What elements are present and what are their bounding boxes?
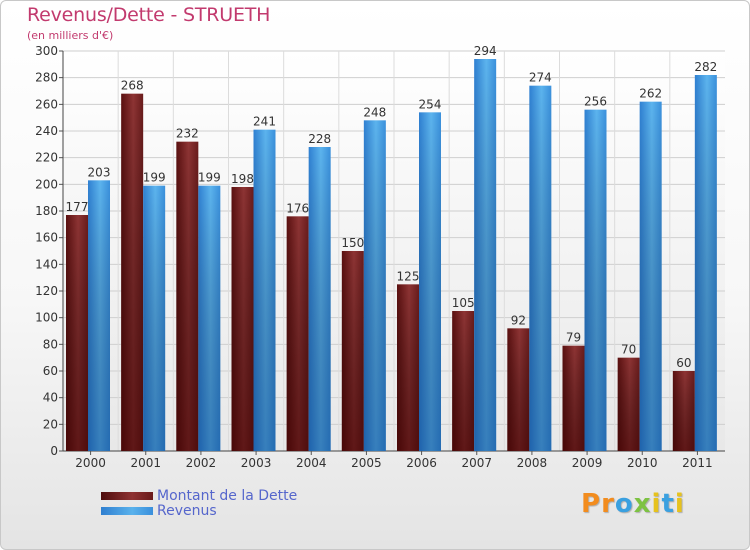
legend-swatch-revenus (101, 506, 153, 515)
x-tick-label: 2001 (130, 456, 161, 470)
legend-label-revenus: Revenus (157, 502, 217, 519)
bar-dette-shade (507, 328, 530, 451)
bar-dette-shade (562, 345, 585, 451)
data-label: 92 (511, 313, 526, 327)
data-label: 176 (286, 201, 309, 215)
proxiti-logo: Proxiti (581, 489, 685, 519)
x-tick-label: 2011 (682, 456, 713, 470)
x-tick-label: 2007 (461, 456, 492, 470)
x-tick-label: 2000 (75, 456, 106, 470)
bar-revenus-shade (584, 109, 607, 452)
y-tick-label: 0 (50, 444, 58, 458)
bar-dette-shade (672, 371, 695, 451)
legend-item-revenus: Revenus (101, 502, 297, 519)
y-tick-label: 80 (43, 337, 58, 351)
data-label: 203 (88, 165, 111, 179)
logo-letter: o (614, 489, 634, 519)
bar-revenus-shade (363, 120, 386, 451)
data-label: 199 (143, 171, 166, 185)
legend-item-dette: Montant de la Dette (101, 487, 298, 504)
x-tick-label: 2010 (627, 456, 658, 470)
logo-letter: x (633, 489, 652, 519)
data-label: 262 (639, 87, 662, 101)
y-tick-label: 140 (35, 257, 58, 271)
data-label: 60 (676, 356, 691, 370)
data-label: 294 (474, 44, 497, 58)
data-label: 177 (66, 200, 89, 214)
logo-letter: i (674, 489, 685, 519)
data-label: 70 (621, 343, 636, 357)
y-tick-label: 40 (43, 391, 58, 405)
logo-letter: t (661, 489, 675, 519)
x-tick-label: 2005 (351, 456, 382, 470)
y-tick-label: 260 (35, 97, 58, 111)
y-tick-label: 20 (43, 417, 58, 431)
y-tick-label: 180 (35, 204, 58, 218)
bar-revenus-shade (143, 185, 166, 451)
legend-swatch-dette (101, 491, 153, 500)
bar-dette-shade (121, 93, 144, 452)
y-tick-label: 280 (35, 71, 58, 85)
data-label: 105 (452, 296, 475, 310)
y-tick-label: 200 (35, 177, 58, 191)
data-label: 256 (584, 95, 607, 109)
data-label: 241 (253, 115, 276, 129)
data-label: 199 (198, 171, 221, 185)
data-label: 228 (308, 132, 331, 146)
data-label: 254 (419, 97, 442, 111)
data-label: 248 (363, 105, 386, 119)
legend: Montant de la Dette Revenus (101, 487, 298, 519)
y-tick-label: 120 (35, 284, 58, 298)
data-label: 282 (694, 60, 717, 74)
chart-subtitle: (en milliers d'€) (27, 29, 114, 42)
bar-dette-shade (66, 215, 88, 451)
bar-dette-shade (286, 216, 309, 451)
bar-revenus-shade (529, 85, 552, 452)
data-label: 198 (231, 172, 254, 186)
y-tick-label: 160 (35, 231, 58, 245)
bar-revenus-shade (198, 185, 221, 451)
bar-dette-shade (341, 251, 364, 451)
bar-dette-shade (231, 187, 254, 451)
data-label: 232 (176, 127, 199, 141)
y-tick-label: 240 (35, 124, 58, 138)
chart-title: Revenus/Dette - STRUETH (27, 4, 271, 26)
bar-revenus-shade (308, 147, 331, 451)
bar-revenus-shade (253, 129, 276, 451)
x-tick-label: 2006 (406, 456, 437, 470)
bar-revenus-shade (694, 75, 717, 451)
bar-dette-shade (617, 357, 640, 451)
bar-dette-shade (176, 141, 199, 451)
legend-label-dette: Montant de la Dette (157, 487, 298, 504)
y-tick-label: 100 (35, 311, 58, 325)
data-label: 125 (397, 269, 420, 283)
data-label: 274 (529, 71, 552, 85)
x-tick-label: 2003 (241, 456, 272, 470)
logo-letter: i (651, 489, 662, 519)
x-tick-label: 2004 (296, 456, 327, 470)
logo-letter: P (581, 489, 602, 519)
y-tick-label: 220 (35, 151, 58, 165)
bar-revenus-shade (639, 101, 662, 452)
bar-dette-shade (452, 311, 475, 451)
y-tick-label: 60 (43, 364, 58, 378)
y-tick-label: 300 (35, 44, 58, 58)
x-tick-label: 2009 (572, 456, 603, 470)
bar-revenus-shade (419, 112, 441, 451)
bar-dette-shade (397, 284, 419, 451)
data-label: 79 (566, 331, 581, 345)
x-tick-label: 2008 (517, 456, 548, 470)
x-tick-label: 2002 (186, 456, 217, 470)
data-label: 268 (121, 79, 144, 93)
bar-revenus-shade (88, 180, 110, 452)
data-label: 150 (341, 236, 364, 250)
bar-revenus-shade (474, 59, 497, 451)
logo-letter: r (601, 489, 615, 519)
